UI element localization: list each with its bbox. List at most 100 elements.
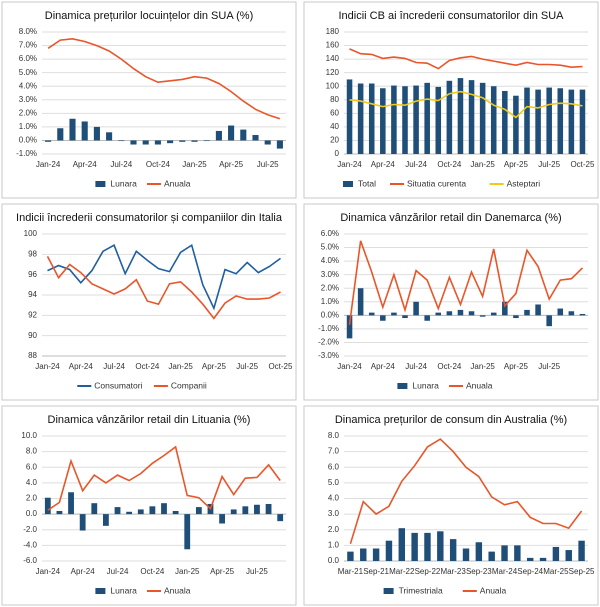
y-tick-label: 4.0% [321,256,339,265]
bar [230,509,237,515]
bar [479,82,486,154]
x-tick-label: Apr-25 [219,160,244,169]
bar [435,312,442,316]
panel-frame [1,405,297,606]
bar [424,315,430,321]
bar [380,88,386,154]
x-tick-label: Mar-23 [440,567,466,576]
bar [479,315,486,317]
legend-label: Consumatori [94,380,142,390]
bar [546,87,552,154]
bar [546,315,552,327]
bar [380,315,386,321]
bar [535,89,541,154]
x-tick-label: Apr-25 [504,362,529,371]
line [46,256,281,320]
bar [130,140,137,145]
bar [413,301,419,316]
chart-title: Dinamica vânzărilor retail din Danemarca… [340,212,561,224]
bar [161,503,167,515]
x-tick-label: Mar-25 [543,567,569,576]
bar [103,514,109,526]
bar [154,140,161,145]
y-tick-label: -6.0 [23,556,37,565]
y-tick-label: 8.0 [26,447,38,456]
bar [457,309,464,316]
bar [391,312,397,316]
bar [524,87,530,154]
bar [446,311,453,316]
bar [114,507,121,515]
bar [56,511,63,515]
bar [513,315,519,319]
chart-title: Dinamica vânzărilor retail din Lituania … [48,414,251,426]
x-tick-label: Jan-25 [470,160,495,169]
bar [411,532,418,561]
legend-label: Trimestriala [399,585,443,595]
y-tick-label: -3.0% [318,351,339,360]
y-tick-label: 3.0% [19,95,37,104]
x-tick-label: Jan-25 [470,362,495,371]
legend-label: Lunara [110,178,137,188]
bar [68,492,74,515]
x-tick-label: Jan-25 [182,160,207,169]
y-tick-label: 96 [28,270,37,279]
bar [535,304,541,316]
bar [264,140,271,145]
x-tick-label: Apr-24 [73,160,98,169]
legend-label: Lunara [412,380,439,390]
bar [557,88,564,154]
x-tick-label: Jul-25 [257,160,279,169]
y-tick-label: 4.0 [26,478,38,487]
bar [69,118,76,141]
y-tick-label: 7.0% [19,41,37,50]
bar [347,551,354,561]
y-tick-label: 100 [326,81,340,90]
bar [228,125,235,141]
legend-swatch [95,588,106,594]
legend-label: Anuala [480,585,507,595]
bar [265,503,272,515]
bar [568,311,575,316]
bar [215,130,222,141]
x-tick-label: Jul-24 [405,362,427,371]
bar [568,89,575,154]
bar [468,80,475,154]
y-tick-label: 7.0 [328,447,340,456]
y-tick-label: 80 [330,95,339,104]
bar [357,83,364,154]
y-tick-label: 5.0 [328,478,340,487]
bar [565,550,572,561]
x-tick-label: Oct-24 [146,160,171,169]
x-tick-label: Oct-24 [135,362,160,371]
x-tick-label: Apr-25 [210,567,235,576]
bar [276,140,283,149]
bar [346,315,353,339]
x-tick-label: Oct-25 [268,362,293,371]
legend-label: Companii [171,380,207,390]
bar [79,514,86,531]
bar [137,509,144,515]
bar [372,548,380,561]
y-tick-label: 10.0 [21,431,37,440]
bar [44,497,51,515]
bar [579,313,586,316]
panel-frame [303,405,599,606]
y-tick-label: 0.0 [328,556,340,565]
x-tick-label: Apr-24 [71,567,96,576]
bar [172,511,179,515]
x-tick-label: Oct-24 [437,362,462,371]
x-tick-label: Jan-24 [36,160,61,169]
y-tick-label: 180 [326,27,340,36]
bar [149,506,156,515]
x-tick-label: Jul-24 [103,362,125,371]
bar [203,140,210,142]
bar [357,288,364,316]
line [349,90,583,119]
bar [106,132,113,141]
y-tick-label: 1.0% [321,297,339,306]
bar [45,140,52,142]
bar [277,514,284,522]
bar [93,126,100,141]
x-tick-label: Jan-25 [168,362,193,371]
